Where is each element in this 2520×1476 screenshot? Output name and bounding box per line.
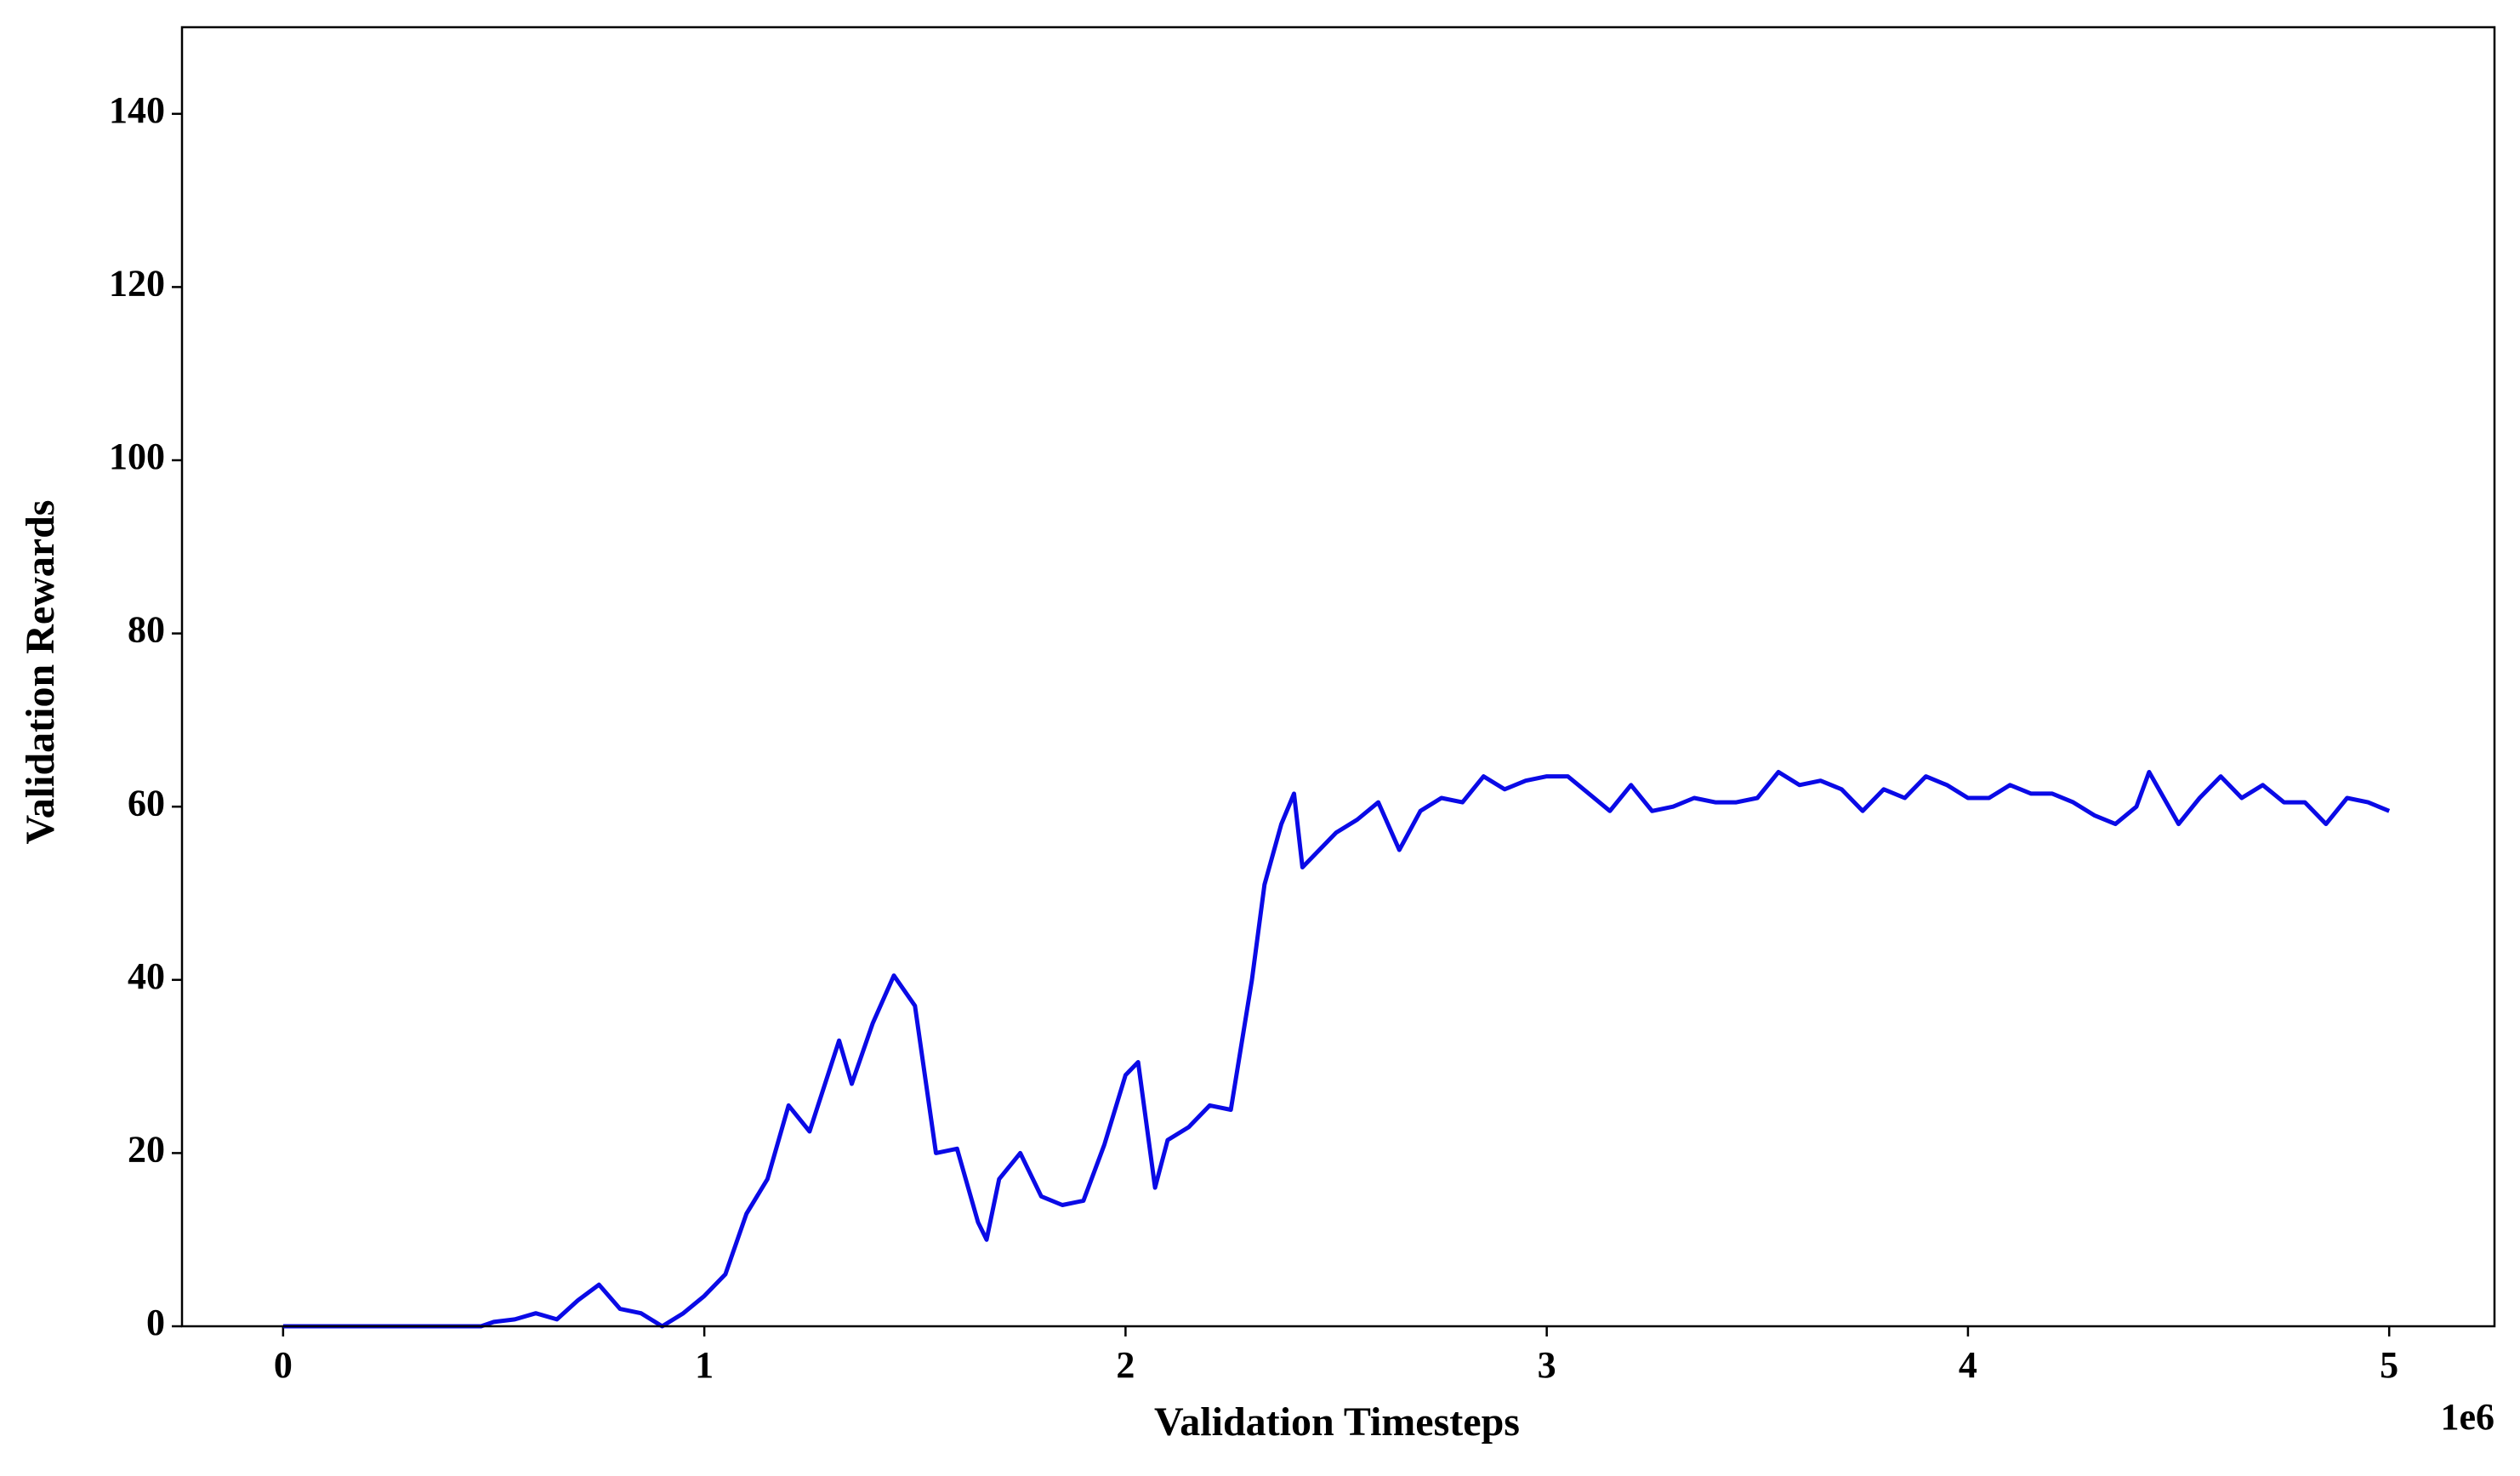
x-axis-label: Validation Timesteps [1154,1399,1520,1445]
y-axis-label: Validation Rewards [18,500,63,845]
x-tick-label: 4 [1959,1344,1977,1386]
x-tick-label: 0 [274,1344,293,1386]
line-series [282,770,2391,1329]
y-tick-label: 140 [109,89,165,131]
y-tick-label: 40 [128,955,165,997]
y-tick-label: 120 [109,262,165,304]
x-tick-label: 1 [695,1344,714,1386]
y-tick-label: 80 [128,609,165,651]
y-tick-label: 20 [128,1128,165,1170]
x-offset-label: 1e6 [2440,1396,2494,1438]
x-tick-label: 5 [2380,1344,2398,1386]
plot-frame [180,26,2496,1328]
y-tick-label: 100 [109,436,165,477]
x-tick-label: 2 [1116,1344,1135,1386]
y-tick-label: 60 [128,782,165,823]
y-tick-label: 0 [146,1302,165,1343]
x-tick-label: 3 [1538,1344,1556,1386]
